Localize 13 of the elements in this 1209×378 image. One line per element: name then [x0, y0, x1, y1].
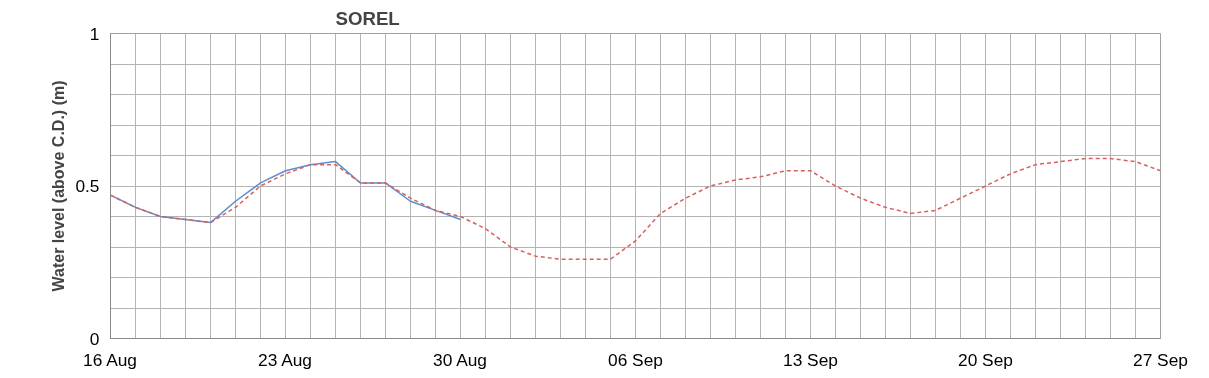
chart-title: SOREL	[335, 7, 400, 29]
x-tick-label: 13 Sep	[783, 349, 838, 370]
y-tick-label: 1	[89, 23, 100, 44]
x-tick-label: 20 Sep	[958, 349, 1013, 370]
x-tick-label: 23 Aug	[258, 349, 313, 370]
x-tick-label: 30 Aug	[433, 349, 488, 370]
x-tick-label: 27 Sep	[1133, 349, 1188, 370]
x-tick-label: 16 Aug	[83, 349, 138, 370]
y-axis-title: Water level (above C.D.) (m)	[50, 80, 68, 292]
line-series	[110, 157, 1161, 260]
y-tick-label: 0.5	[75, 176, 100, 196]
x-tick-label: 06 Sep	[608, 349, 663, 370]
y-tick-label: 0	[89, 328, 100, 349]
